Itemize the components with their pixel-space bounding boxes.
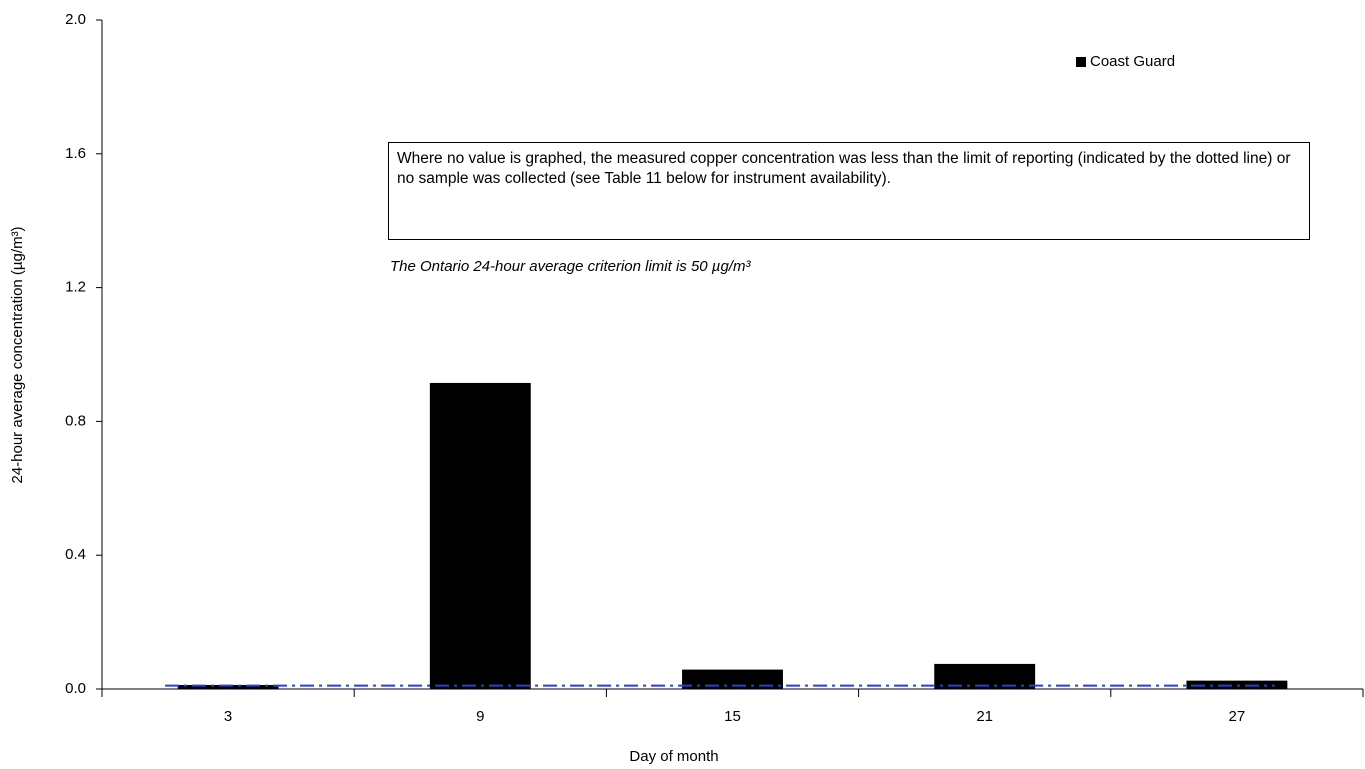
bar — [682, 669, 783, 689]
annotation-box: Where no value is graphed, the measured … — [388, 142, 1310, 240]
legend-swatch — [1076, 57, 1086, 67]
y-tick-label: 2.0 — [65, 11, 86, 28]
x-tick-label: 3 — [224, 708, 232, 725]
x-tick-label: 9 — [476, 708, 484, 725]
x-axis-label: Day of month — [629, 748, 718, 765]
annotation: The Ontario 24-hour average criterion li… — [390, 258, 751, 275]
bar — [1186, 680, 1288, 689]
y-axis-label: 24-hour average concentration (µg/m³) — [9, 226, 26, 483]
bar — [177, 684, 279, 689]
y-tick-label: 0.4 — [65, 546, 86, 563]
y-tick-label: 0.8 — [65, 412, 86, 429]
x-tick-label: 21 — [976, 708, 993, 725]
y-tick-label: 1.2 — [65, 279, 86, 296]
y-tick-label: 1.6 — [65, 145, 86, 162]
legend-label: Coast Guard — [1090, 53, 1175, 70]
x-tick-label: 27 — [1229, 708, 1246, 725]
x-tick-label: 15 — [724, 708, 741, 725]
bar — [429, 382, 531, 689]
y-tick-label: 0.0 — [65, 680, 86, 697]
